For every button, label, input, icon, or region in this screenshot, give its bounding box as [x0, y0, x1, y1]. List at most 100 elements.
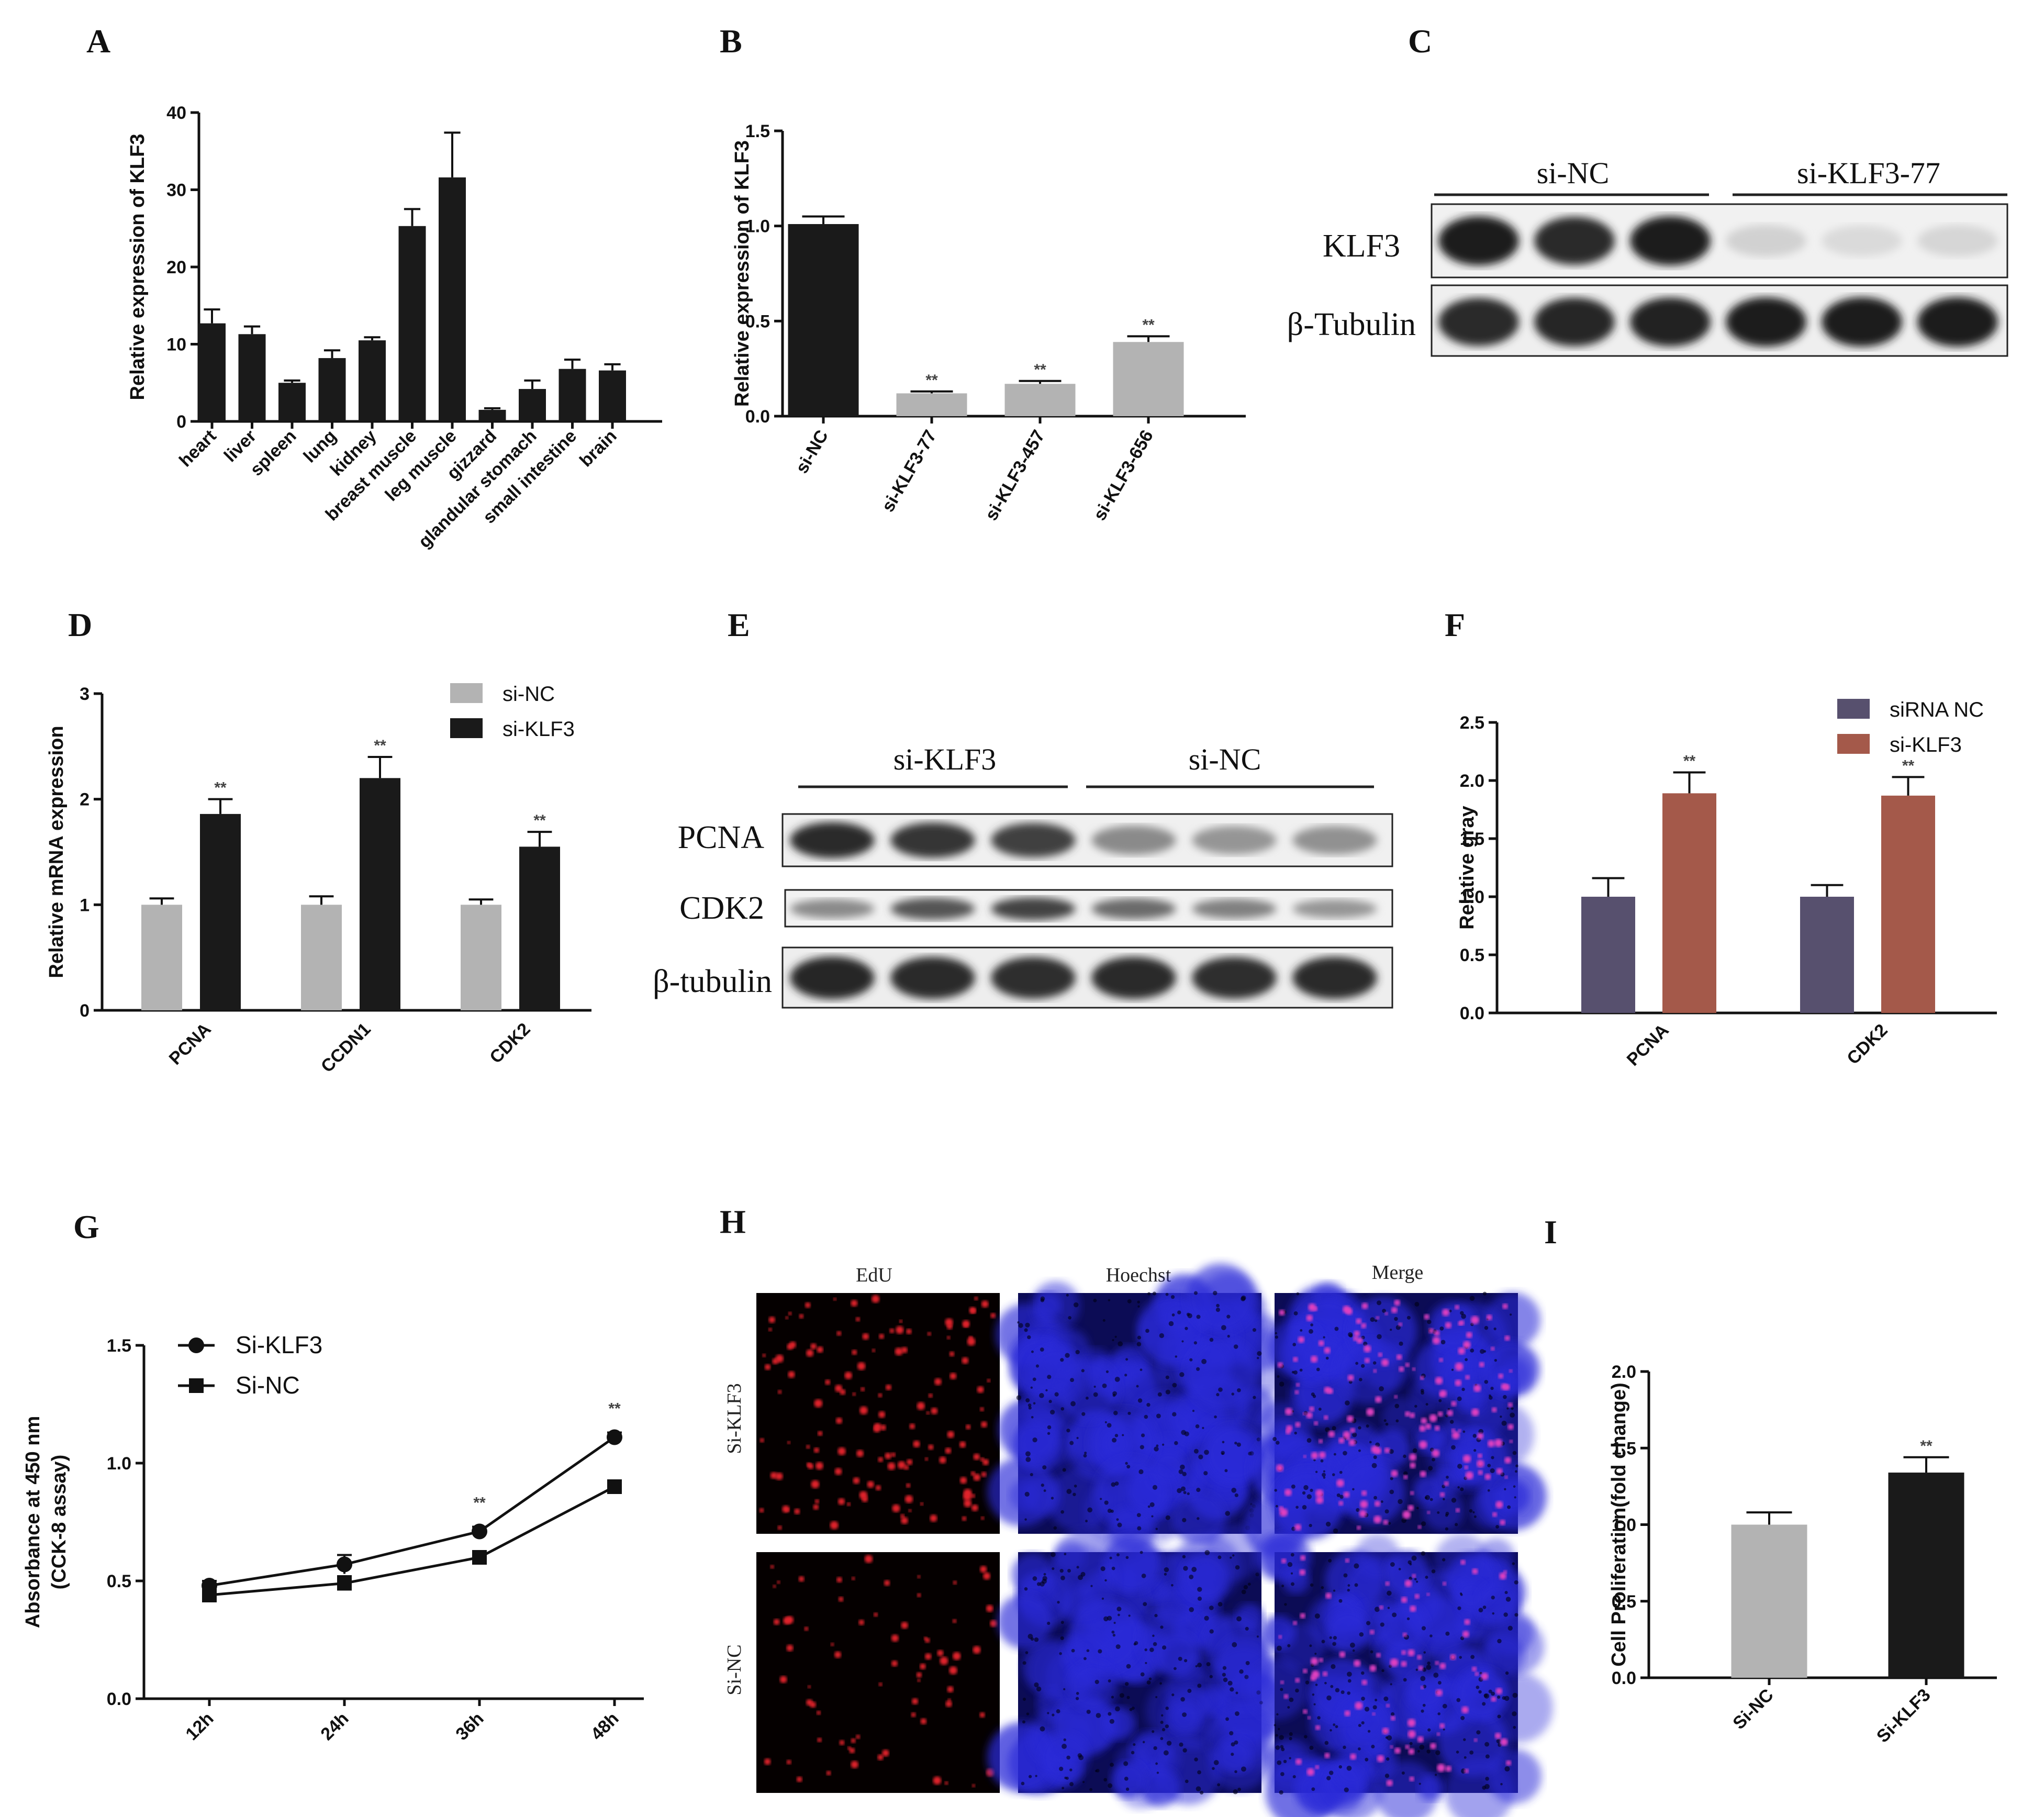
nucleus-cluster [1282, 1566, 1310, 1595]
dark-speck [1068, 1316, 1071, 1320]
dark-speck [1152, 1730, 1155, 1733]
dark-speck [1156, 1771, 1159, 1774]
blot-e-row-label-pcna: PCNA [678, 820, 765, 855]
dark-speck [1497, 1714, 1501, 1719]
dark-speck [1180, 1697, 1185, 1702]
nucleus-cluster [1349, 1703, 1385, 1740]
dark-speck [1078, 1755, 1084, 1760]
edu-positive-cell [934, 1378, 942, 1386]
dark-speck [1352, 1432, 1357, 1437]
micrograph-tile [756, 1293, 1000, 1534]
dark-speck [1449, 1420, 1454, 1424]
nucleus-cluster [1111, 1762, 1147, 1798]
edu-positive-cell [1434, 1330, 1440, 1336]
dark-speck [1371, 1463, 1377, 1468]
dark-speck [1489, 1394, 1491, 1397]
dark-speck [1165, 1292, 1169, 1296]
dark-speck [1381, 1669, 1384, 1673]
dark-speck [1316, 1367, 1320, 1372]
dark-speck [1171, 1584, 1174, 1587]
edu-positive-cell [1325, 1592, 1332, 1599]
chart-i-y-tick-label: 0.0 [1612, 1668, 1636, 1688]
dark-speck [1182, 1555, 1186, 1558]
dark-speck [1504, 1766, 1510, 1772]
dark-speck [1148, 1677, 1152, 1680]
nucleus-cluster [1482, 1634, 1525, 1677]
dark-speck [1156, 1444, 1159, 1447]
chart-g-point [337, 1556, 352, 1573]
nucleus-cluster [1216, 1738, 1253, 1774]
panel-label-b: B [720, 23, 742, 60]
edu-positive-cell [768, 1328, 772, 1332]
edu-positive-cell [1473, 1384, 1481, 1392]
dark-speck [1216, 1303, 1220, 1308]
edu-positive-cell [1402, 1510, 1411, 1519]
dark-speck [1237, 1787, 1241, 1791]
dark-speck [1137, 1300, 1140, 1303]
dark-speck [1047, 1375, 1052, 1379]
edu-positive-cell [879, 1333, 885, 1339]
dark-speck [1512, 1692, 1518, 1698]
dark-speck [1102, 1319, 1105, 1322]
dark-speck [1429, 1498, 1433, 1501]
dark-speck [1488, 1689, 1492, 1693]
dark-speck [1067, 1569, 1071, 1573]
dark-speck [1043, 1489, 1046, 1492]
edu-positive-cell [1315, 1765, 1320, 1769]
dark-speck [1069, 1782, 1074, 1787]
edu-positive-cell [1384, 1447, 1390, 1453]
blot-e-band [1192, 899, 1277, 919]
dark-speck [1253, 1396, 1256, 1399]
edu-positive-cell [1458, 1347, 1466, 1355]
dark-speck [1310, 1488, 1313, 1492]
edu-positive-cell [1279, 1309, 1285, 1316]
dark-speck [1401, 1518, 1407, 1523]
dark-speck [1513, 1725, 1516, 1729]
edu-positive-cell [785, 1316, 789, 1320]
blot-c-band [1438, 216, 1519, 265]
dark-speck [1437, 1712, 1440, 1715]
dark-speck [1076, 1566, 1079, 1569]
chart-g-point [337, 1576, 352, 1591]
edu-positive-cell [859, 1406, 868, 1415]
dark-speck [1495, 1525, 1499, 1529]
dark-speck [1039, 1393, 1044, 1398]
chart-f-bar [1581, 897, 1635, 1013]
dark-speck [1352, 1649, 1355, 1652]
edu-positive-cell [924, 1457, 929, 1461]
dark-speck [1123, 1761, 1129, 1766]
edu-positive-cell [973, 1646, 981, 1654]
blot-e-band [790, 956, 875, 999]
dark-speck [1386, 1757, 1390, 1761]
edu-positive-cell [1306, 1412, 1313, 1419]
dark-speck [1303, 1485, 1309, 1490]
edu-positive-cell [899, 1319, 903, 1323]
dark-speck [1141, 1433, 1145, 1437]
edu-positive-cell [1507, 1424, 1514, 1430]
edu-micrographs: EdU Hoechst Merge Si-KLF3 Si-NC [723, 1262, 1553, 1817]
edu-positive-cell [1292, 1357, 1298, 1362]
edu-positive-cell [1429, 1414, 1437, 1422]
dark-speck [1183, 1491, 1187, 1495]
edu-positive-cell [1428, 1328, 1434, 1334]
edu-positive-cell [1315, 1496, 1324, 1504]
edu-positive-cell [1504, 1457, 1511, 1464]
edu-positive-cell [906, 1329, 912, 1334]
dark-speck [1373, 1455, 1377, 1459]
dark-speck [1398, 1568, 1401, 1570]
dark-speck [1111, 1630, 1115, 1634]
dark-speck [1392, 1612, 1397, 1618]
dark-speck [1497, 1695, 1501, 1699]
dark-speck [1098, 1649, 1102, 1654]
dark-speck [1241, 1766, 1246, 1772]
dark-speck [1372, 1705, 1377, 1710]
dark-speck [1168, 1321, 1174, 1326]
edu-positive-cell [1486, 1314, 1492, 1321]
dark-speck [1496, 1738, 1501, 1744]
edu-positive-cell [895, 1347, 903, 1356]
edu-positive-cell [1384, 1312, 1388, 1316]
dark-speck [1212, 1767, 1215, 1770]
nucleus-cluster [1185, 1337, 1259, 1411]
nucleus-cluster [1068, 1662, 1118, 1711]
chart-d-significance: ** [374, 737, 386, 754]
